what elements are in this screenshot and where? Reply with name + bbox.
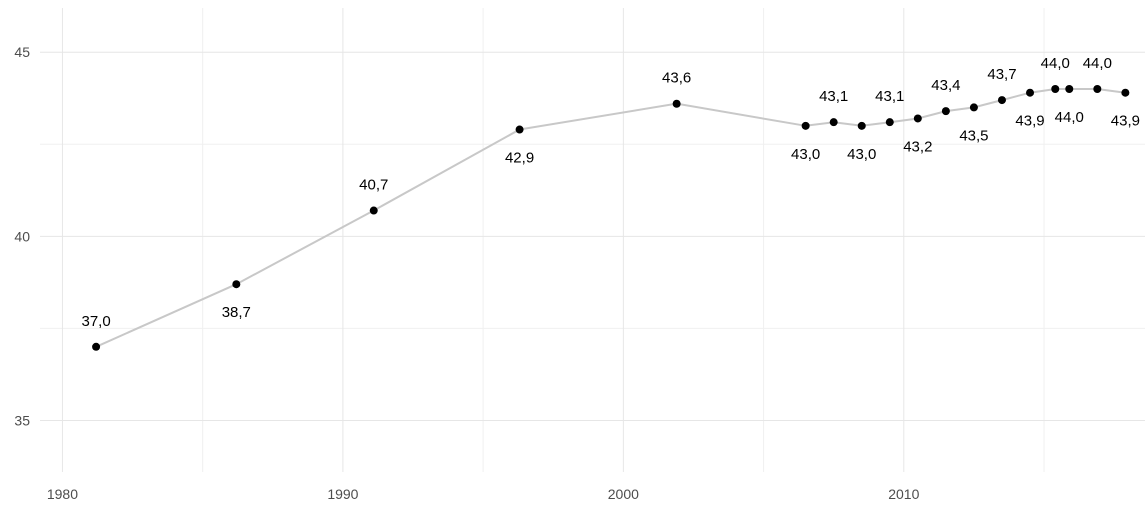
y-tick-label: 40 [14,228,30,244]
data-label: 42,9 [505,150,534,167]
grid [40,8,1145,472]
x-tick-label: 2010 [888,486,919,502]
y-tick-label: 45 [14,44,30,60]
data-point [857,121,866,130]
data-label: 43,9 [1015,113,1044,130]
x-tick-label: 1990 [327,486,358,502]
axes: 1980 1990 2000 2010 35 40 45 [14,44,919,502]
data-point [1026,88,1035,97]
data-point [92,342,101,351]
data-point [997,96,1006,105]
data-label: 43,0 [791,146,820,163]
data-point [1051,85,1060,94]
data-label: 43,7 [987,66,1016,83]
data-label: 43,0 [847,146,876,163]
data-label: 44,0 [1041,55,1070,72]
data-label: 43,6 [662,70,691,87]
data-point [829,118,838,127]
data-label: 43,1 [819,88,848,105]
data-label: 40,7 [359,177,388,194]
data-labels: 37,0 38,7 40,7 42,9 43,6 43,0 43,1 43,0 43,1 43,2… [81,55,1139,330]
data-label: 43,1 [875,88,904,105]
data-point [515,125,524,134]
data-point [885,118,894,127]
data-label: 43,2 [903,138,932,155]
data-point [232,280,241,289]
data-label: 38,7 [222,304,251,321]
data-label: 44,0 [1083,55,1112,72]
series [92,85,1130,351]
data-label: 43,5 [959,127,988,144]
data-label: 43,4 [931,77,960,94]
data-point [913,114,922,123]
x-tick-label: 1980 [47,486,78,502]
data-point [1065,85,1074,94]
data-point [672,99,681,108]
data-point [801,121,810,130]
data-point [1121,88,1130,97]
data-point [941,107,950,116]
data-point [969,103,978,112]
data-label: 37,0 [81,313,110,330]
data-label: 44,0 [1055,109,1084,126]
y-tick-label: 35 [14,412,30,428]
data-point [369,206,378,215]
x-tick-label: 2000 [608,486,639,502]
data-point [1093,85,1102,94]
data-label: 43,9 [1111,113,1140,130]
